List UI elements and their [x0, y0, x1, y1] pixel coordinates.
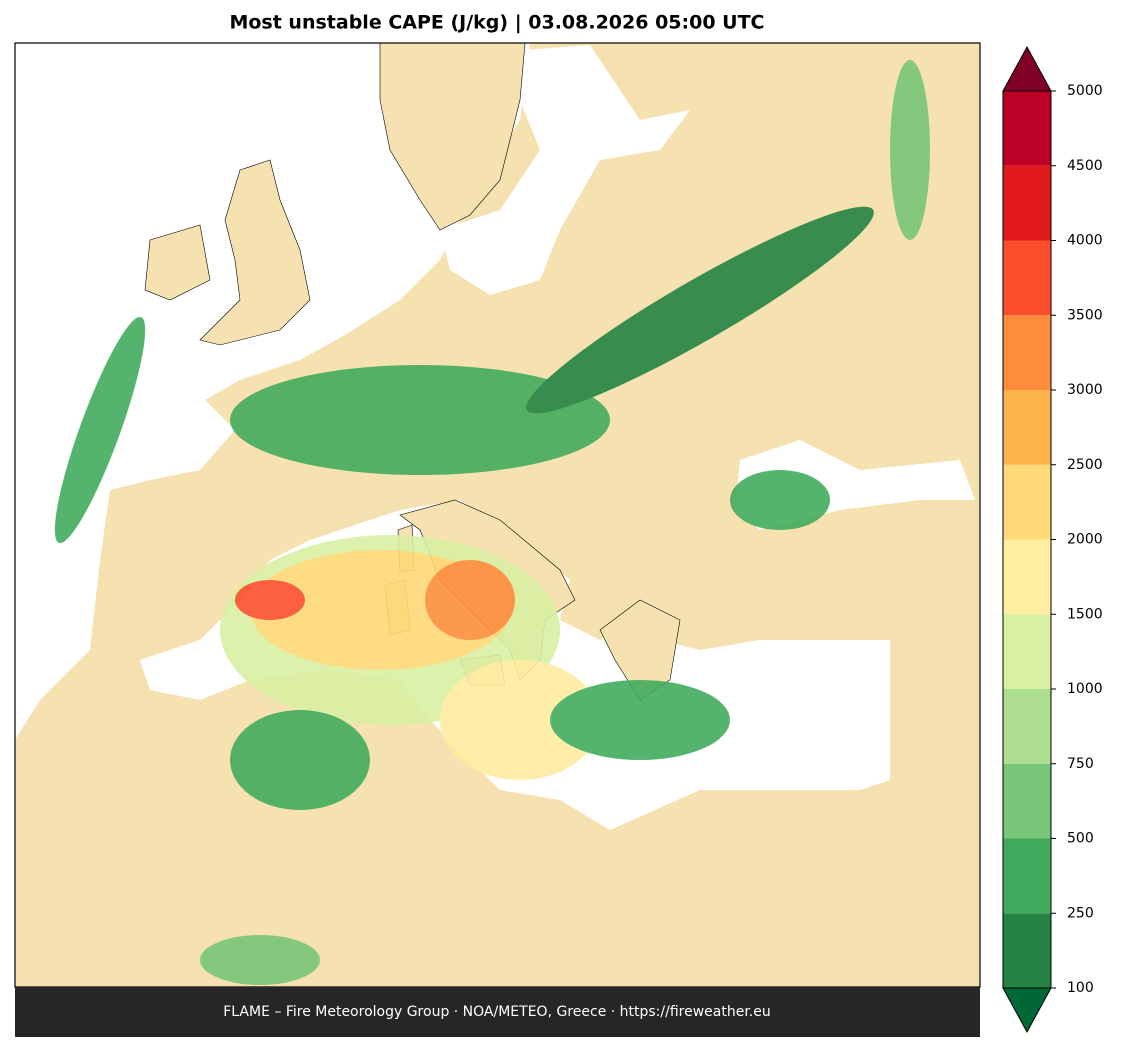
- colorbar-tick-label: 4000: [1067, 233, 1103, 249]
- scandinavia: [379, 43, 526, 231]
- colorbar-tick-label: 1500: [1067, 606, 1103, 622]
- colorbar-tick-label: 3000: [1067, 382, 1103, 398]
- footer-text: FLAME – Fire Meteorology Group · NOA/MET…: [223, 1004, 771, 1020]
- colorbar-tick-label: 1000: [1067, 681, 1103, 697]
- colorbar-over: [1002, 45, 1052, 92]
- colorbar-tick-label: 2000: [1067, 532, 1103, 548]
- colorbar-tick-label: 3500: [1067, 307, 1103, 323]
- colorbar-tick-label: 5000: [1067, 83, 1103, 99]
- colorbar-segment: [1003, 315, 1051, 390]
- colorbar-tick-label: 100: [1067, 980, 1094, 996]
- colorbar-segment: [1003, 913, 1051, 988]
- ireland: [144, 224, 211, 301]
- colorbar-segment: [1003, 464, 1051, 540]
- colorbar-tick-label: 250: [1067, 905, 1094, 921]
- footer-bar: [15, 987, 980, 1037]
- colorbar-tick-label: 4500: [1067, 158, 1103, 174]
- colorbar-segment: [1003, 91, 1051, 166]
- colorbar-segment: [1003, 614, 1051, 689]
- colorbar-segment: [1003, 390, 1051, 465]
- colorbar-segment: [1003, 689, 1051, 764]
- colorbar-tick-label: 2500: [1067, 457, 1103, 473]
- colorbar-tick-label: 500: [1067, 831, 1094, 847]
- colorbar-segment: [1003, 240, 1051, 316]
- atlantic: [15, 43, 530, 740]
- colorbar-segment: [1003, 763, 1051, 839]
- colorbar-under: [1002, 987, 1052, 1034]
- baltic-sea: [440, 45, 690, 295]
- colorbar-segment: [1003, 539, 1051, 615]
- great-britain: [199, 159, 311, 346]
- greece: [599, 599, 681, 701]
- cape-field: [54, 60, 930, 985]
- colorbar-segment: [1003, 838, 1051, 914]
- map-title: Most unstable CAPE (J/kg) | 03.08.2026 0…: [229, 12, 764, 34]
- map: [15, 43, 980, 987]
- colorbar-tick-label: 750: [1067, 756, 1094, 772]
- colorbar-segment: [1003, 165, 1051, 241]
